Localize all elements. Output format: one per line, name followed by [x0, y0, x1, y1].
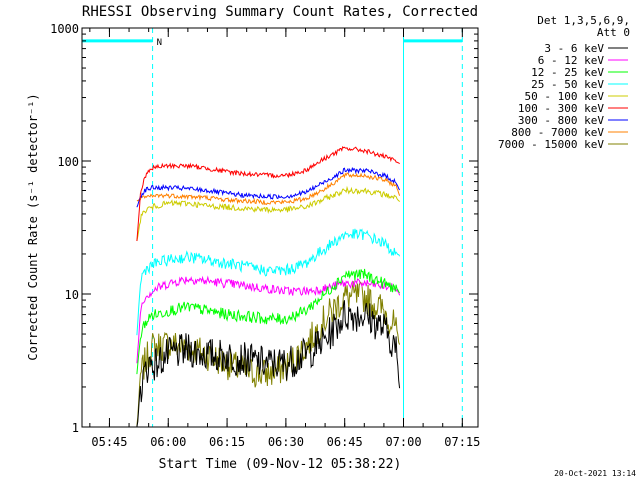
y-tick-label: 1000: [50, 22, 79, 36]
x-tick-label: 07:15: [444, 435, 480, 449]
x-tick-label: 06:45: [327, 435, 363, 449]
x-tick-label: 07:00: [385, 435, 421, 449]
series-line-2: [136, 268, 400, 375]
legend-label: 12 - 25 keV: [531, 66, 604, 79]
y-tick-label: 10: [65, 288, 79, 302]
y-axis-label: Corrected Count Rate (s⁻¹ detector⁻¹): [26, 93, 40, 360]
legend-label: 800 - 7000 keV: [511, 126, 604, 139]
legend-label: 6 - 12 keV: [538, 54, 605, 67]
series-line-6: [136, 166, 401, 208]
generated-timestamp: 20-Oct-2021 13:14: [554, 469, 636, 478]
x-tick-label: 06:30: [268, 435, 304, 449]
y-tick-label: 1: [72, 421, 79, 435]
plot-frame: [81, 27, 479, 428]
legend-label: 50 - 100 keV: [525, 90, 605, 103]
x-tick-label: 06:15: [209, 435, 245, 449]
series-line-4: [136, 185, 400, 242]
x-ticks: 05:45 06:00 06:15 06:30 06:45 07:00 07:15: [89, 28, 480, 449]
night-indicator-layer: N: [82, 28, 463, 427]
series-line-1: [136, 275, 401, 364]
legend-title-line-1: Det 1,3,5,6,9,: [537, 14, 630, 27]
legend-label: 25 - 50 keV: [531, 78, 604, 91]
legend-label: 3 - 6 keV: [544, 42, 604, 55]
x-tick-label: 06:00: [150, 435, 186, 449]
series-line-7: [136, 172, 401, 206]
y-tick-label: 100: [57, 155, 79, 169]
series-layer: [136, 146, 401, 428]
x-axis-label: Start Time (09-Nov-12 05:38:22): [159, 457, 402, 472]
legend-label: 7000 - 15000 keV: [498, 138, 604, 151]
y-ticks: 1 10 100 1000: [50, 22, 478, 435]
series-line-5: [136, 146, 400, 242]
series-line-0: [136, 300, 401, 428]
series-line-3: [136, 228, 401, 336]
chart-title: RHESSI Observing Summary Count Rates, Co…: [82, 4, 478, 20]
night-label: N: [157, 38, 162, 48]
legend-title-line-2: Att 0: [597, 26, 630, 39]
legend-label: 100 - 300 keV: [518, 102, 604, 115]
x-tick-label: 05:45: [91, 435, 127, 449]
legend-label: 300 - 800 keV: [518, 114, 604, 127]
